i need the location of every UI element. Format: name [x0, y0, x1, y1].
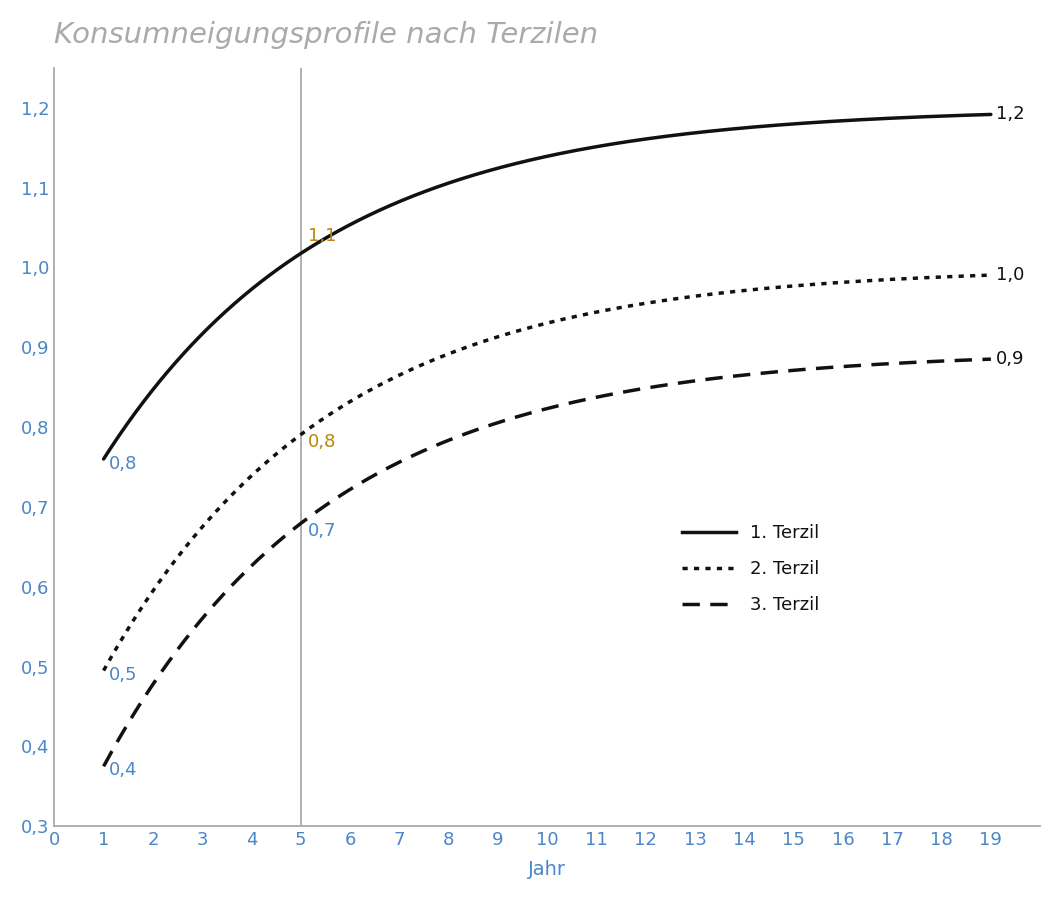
3. Terzil: [805, 364, 818, 374]
2. Terzil: [805, 279, 818, 290]
Line: 3. Terzil: 3. Terzil: [104, 359, 991, 766]
3. Terzil: [488, 418, 501, 429]
Text: 1,2: 1,2: [996, 105, 1025, 123]
Legend: 1. Terzil, 2. Terzil, 3. Terzil: 1. Terzil, 2. Terzil, 3. Terzil: [675, 517, 827, 621]
2. Terzil: [789, 281, 802, 292]
Line: 2. Terzil: 2. Terzil: [104, 275, 991, 670]
1. Terzil: [805, 117, 818, 128]
1. Terzil: [985, 109, 997, 120]
Text: 1,1: 1,1: [308, 227, 336, 245]
2. Terzil: [456, 343, 469, 354]
2. Terzil: [707, 289, 719, 300]
1. Terzil: [789, 119, 802, 130]
X-axis label: Jahr: Jahr: [528, 860, 567, 879]
1. Terzil: [98, 454, 110, 464]
2. Terzil: [98, 665, 110, 676]
Text: 0,5: 0,5: [108, 666, 137, 684]
3. Terzil: [985, 354, 997, 364]
2. Terzil: [985, 270, 997, 281]
Text: 1,0: 1,0: [996, 266, 1024, 284]
Line: 1. Terzil: 1. Terzil: [104, 114, 991, 459]
3. Terzil: [98, 760, 110, 771]
3. Terzil: [707, 374, 719, 384]
Text: 0,9: 0,9: [996, 350, 1024, 368]
2. Terzil: [188, 531, 201, 542]
Text: Konsumneigungsprofile nach Terzilen: Konsumneigungsprofile nach Terzilen: [54, 21, 598, 49]
Text: 0,8: 0,8: [308, 433, 336, 451]
Text: 0,8: 0,8: [108, 455, 137, 473]
3. Terzil: [456, 429, 469, 440]
1. Terzil: [456, 173, 469, 184]
1. Terzil: [188, 337, 201, 347]
Text: 0,7: 0,7: [308, 522, 336, 540]
3. Terzil: [789, 364, 802, 375]
1. Terzil: [488, 164, 501, 175]
2. Terzil: [488, 332, 501, 343]
1. Terzil: [707, 125, 719, 136]
Text: 0,4: 0,4: [108, 761, 137, 779]
3. Terzil: [188, 623, 201, 634]
